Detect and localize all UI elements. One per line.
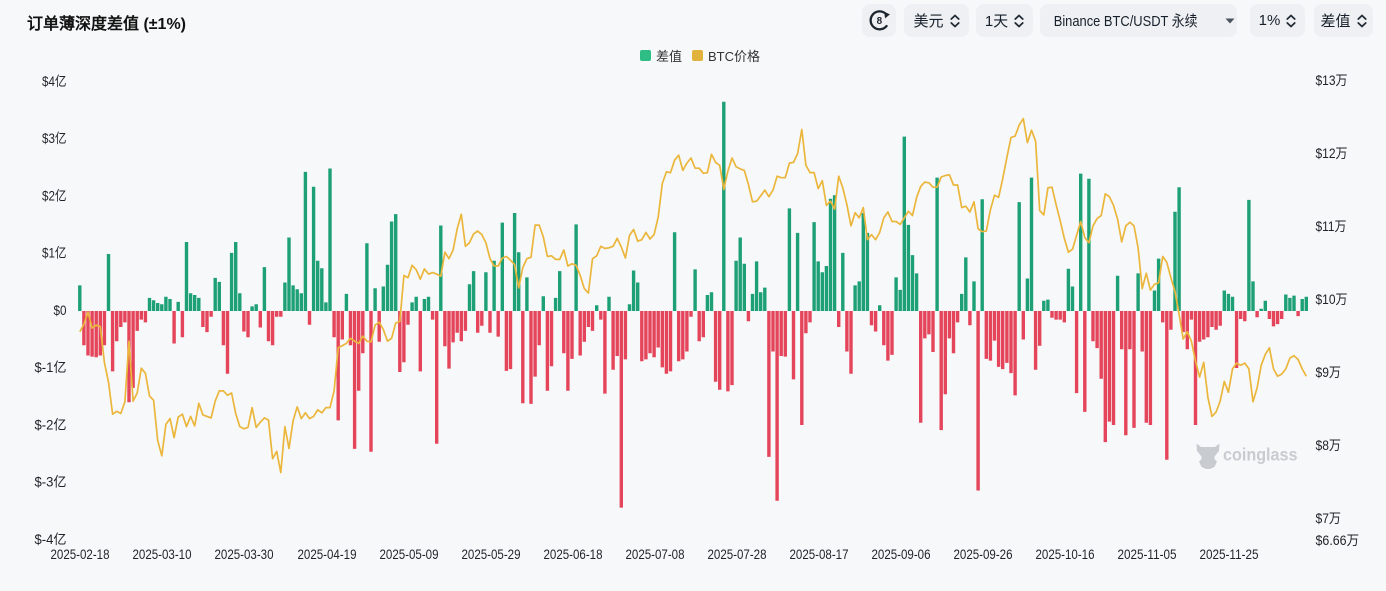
svg-text:2025-11-05: 2025-11-05 [1118, 547, 1177, 562]
svg-text:$3亿: $3亿 [42, 131, 67, 146]
svg-text:$13万: $13万 [1316, 73, 1348, 88]
svg-text:2025-03-30: 2025-03-30 [215, 547, 274, 562]
svg-text:2025-10-16: 2025-10-16 [1036, 547, 1095, 562]
svg-text:2025-03-10: 2025-03-10 [133, 547, 192, 562]
svg-text:$2亿: $2亿 [42, 188, 67, 203]
svg-text:2025-06-18: 2025-06-18 [544, 547, 603, 562]
svg-text:2025-09-06: 2025-09-06 [872, 547, 931, 562]
svg-text:2025-04-19: 2025-04-19 [298, 547, 357, 562]
svg-text:2025-02-18: 2025-02-18 [51, 547, 110, 562]
svg-text:$-2亿: $-2亿 [35, 417, 67, 432]
svg-text:$-1亿: $-1亿 [35, 360, 67, 375]
svg-text:2025-05-29: 2025-05-29 [462, 547, 521, 562]
svg-text:$10万: $10万 [1316, 292, 1348, 307]
svg-text:2025-07-08: 2025-07-08 [626, 547, 685, 562]
svg-text:$1亿: $1亿 [42, 246, 67, 261]
svg-text:2025-07-28: 2025-07-28 [708, 547, 767, 562]
svg-text:$8万: $8万 [1316, 438, 1342, 453]
svg-text:$7万: $7万 [1316, 511, 1342, 526]
svg-text:coinglass: coinglass [1223, 445, 1298, 465]
svg-text:$6.66万: $6.66万 [1316, 533, 1360, 548]
svg-text:$-4亿: $-4亿 [35, 532, 67, 547]
svg-text:$0: $0 [54, 303, 67, 318]
svg-text:2025-09-26: 2025-09-26 [954, 547, 1013, 562]
svg-text:$12万: $12万 [1316, 146, 1348, 161]
svg-text:2025-11-25: 2025-11-25 [1200, 547, 1259, 562]
svg-text:$9万: $9万 [1316, 365, 1342, 380]
svg-text:$4亿: $4亿 [42, 74, 67, 89]
svg-text:8: 8 [876, 16, 882, 27]
svg-text:$-3亿: $-3亿 [35, 475, 67, 490]
svg-text:2025-08-17: 2025-08-17 [790, 547, 849, 562]
svg-text:$11万: $11万 [1316, 219, 1347, 234]
svg-text:2025-05-09: 2025-05-09 [380, 547, 439, 562]
